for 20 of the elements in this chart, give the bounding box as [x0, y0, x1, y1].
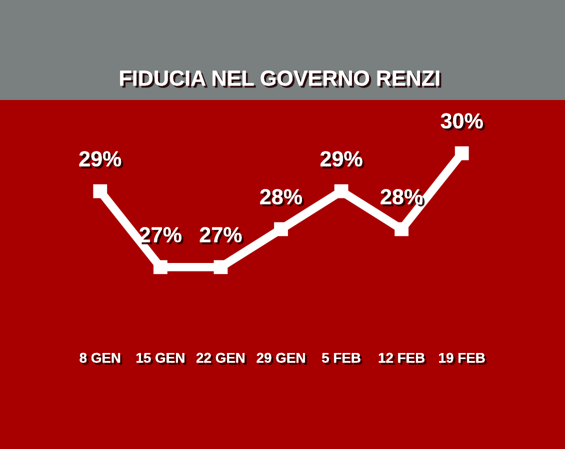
point	[93, 184, 108, 198]
data-label: 29%	[320, 151, 364, 169]
x-tick-label: 5 FEB	[322, 353, 362, 365]
point	[394, 222, 409, 236]
chart-title: FIDUCIA NEL GOVERNO RENZI	[120, 70, 442, 88]
x-tick-label: 15 GEN	[136, 352, 186, 365]
data-label: 30%	[440, 113, 485, 131]
point	[274, 222, 288, 236]
point	[214, 260, 228, 274]
point	[153, 260, 168, 274]
point	[334, 184, 348, 198]
data-label: 27%	[200, 227, 244, 244]
point	[454, 146, 469, 160]
x-tick-label: 8 GEN	[80, 352, 122, 365]
x-tick-label: 22 GEN	[196, 352, 247, 365]
data-label: 28%	[260, 189, 304, 206]
x-tick-label: 29 GEN	[256, 352, 307, 365]
data-label: 29%	[79, 151, 124, 169]
x-tick-label: 12 FEB	[378, 352, 427, 365]
x-tick-label: 19 FEB	[439, 352, 487, 365]
